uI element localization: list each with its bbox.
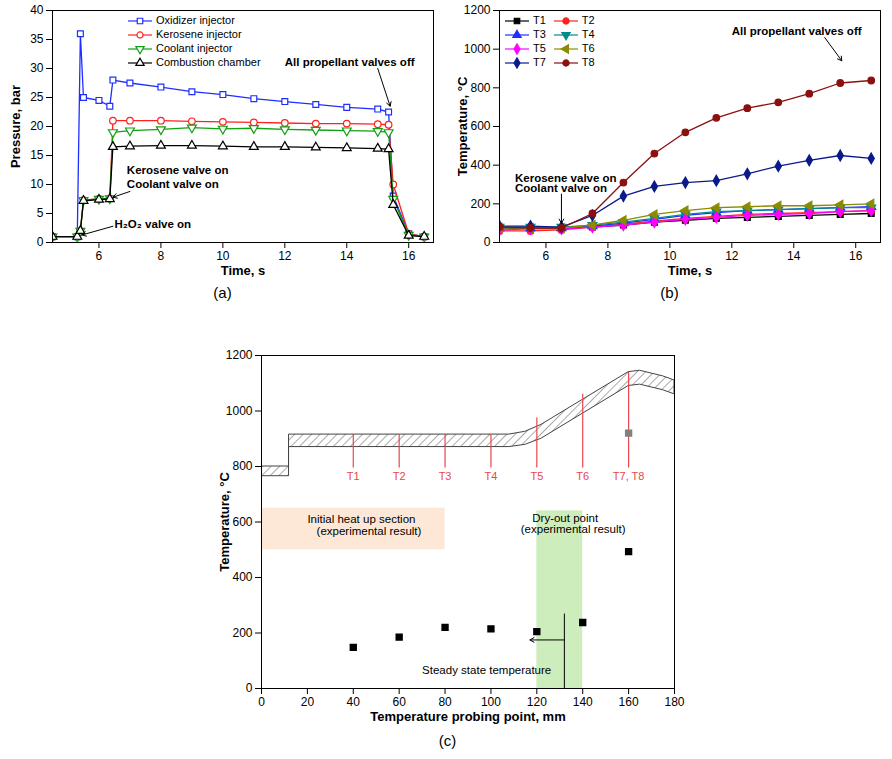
svg-text:35: 35: [30, 32, 44, 46]
html-text:T6: T6: [581, 42, 595, 54]
svg-text:T6: T6: [576, 470, 589, 482]
html-text:(a): (a): [213, 284, 232, 301]
svg-text:Pressure, bar: Pressure, bar: [8, 85, 23, 168]
svg-text:Coolant valve on: Coolant valve on: [127, 178, 219, 190]
svg-text:1000: 1000: [464, 42, 491, 56]
svg-text:30: 30: [30, 61, 44, 75]
svg-text:8: 8: [158, 249, 165, 263]
svg-text:T2: T2: [393, 470, 406, 482]
svg-text:600: 600: [232, 515, 252, 529]
svg-text:Temperature, °C: Temperature, °C: [455, 76, 470, 176]
svg-text:Coolant valve on: Coolant valve on: [515, 182, 607, 194]
svg-text:T5: T5: [530, 470, 543, 482]
html-text:T1: T1: [533, 14, 546, 26]
svg-text:10: 10: [216, 249, 230, 263]
svg-text:60: 60: [392, 695, 406, 709]
svg-text:100: 100: [481, 695, 501, 709]
svg-text:(experimental result): (experimental result): [521, 523, 626, 535]
svg-text:16: 16: [402, 249, 416, 263]
svg-text:All propellant valves off: All propellant valves off: [285, 56, 415, 68]
svg-text:T4: T4: [485, 470, 498, 482]
svg-text:15: 15: [30, 148, 44, 162]
svg-text:(experimental result): (experimental result): [317, 525, 422, 537]
svg-text:160: 160: [619, 695, 639, 709]
svg-text:20: 20: [301, 695, 315, 709]
svg-text:14: 14: [787, 249, 801, 263]
svg-text:1000: 1000: [226, 404, 253, 418]
svg-text:Kerosene valve on: Kerosene valve on: [515, 172, 617, 185]
svg-text:1200: 1200: [226, 348, 253, 362]
svg-text:600: 600: [470, 119, 490, 133]
svg-text:1200: 1200: [464, 3, 491, 17]
svg-text:0: 0: [258, 695, 265, 709]
html-text:Kerosene injector: Kerosene injector: [156, 28, 242, 40]
svg-text:140: 140: [573, 695, 593, 709]
svg-text:200: 200: [232, 626, 252, 640]
html-text:Coolant injector: Coolant injector: [156, 42, 233, 54]
html-text:T8: T8: [581, 56, 595, 68]
html-text:T5: T5: [533, 42, 546, 54]
svg-text:10: 10: [30, 177, 44, 191]
svg-text:12: 12: [725, 249, 739, 263]
svg-text:Time, s: Time, s: [221, 263, 266, 278]
svg-text:All propellant valves off: All propellant valves off: [732, 25, 862, 37]
svg-text:10: 10: [663, 249, 677, 263]
svg-text:0: 0: [484, 235, 491, 249]
svg-text:0: 0: [37, 235, 44, 249]
svg-text:180: 180: [664, 695, 684, 709]
svg-text:6: 6: [543, 249, 550, 263]
html-text:T4: T4: [581, 28, 595, 40]
html-text:Combustion chamber: Combustion chamber: [156, 56, 261, 68]
svg-text:H₂O₂ valve on: H₂O₂ valve on: [114, 218, 191, 230]
svg-text:T7, T8: T7, T8: [613, 470, 645, 482]
html-text:Oxidizer injector: Oxidizer injector: [156, 14, 235, 26]
svg-text:6: 6: [96, 249, 103, 263]
html-text:T7: T7: [533, 56, 546, 68]
svg-text:25: 25: [30, 90, 44, 104]
svg-text:5: 5: [37, 206, 44, 220]
svg-text:80: 80: [438, 695, 452, 709]
svg-text:400: 400: [232, 570, 252, 584]
svg-text:200: 200: [470, 197, 490, 211]
svg-text:40: 40: [30, 3, 44, 17]
svg-text:14: 14: [340, 249, 354, 263]
svg-text:800: 800: [470, 81, 490, 95]
svg-text:12: 12: [278, 249, 292, 263]
svg-text:120: 120: [527, 695, 547, 709]
svg-text:Temperature probing point, mm: Temperature probing point, mm: [370, 709, 566, 724]
html-text:(c): (c): [438, 732, 457, 749]
html-text:(b): (b): [660, 284, 679, 301]
svg-text:Dry-out point: Dry-out point: [532, 512, 599, 524]
svg-text:Kerosene valve on: Kerosene valve on: [127, 164, 229, 176]
svg-text:Initial heat up section: Initial heat up section: [307, 513, 415, 525]
svg-text:0: 0: [246, 681, 253, 695]
svg-text:20: 20: [30, 119, 44, 133]
svg-text:T1: T1: [347, 470, 360, 482]
html-text:T3: T3: [533, 28, 546, 40]
svg-text:T3: T3: [439, 470, 452, 482]
svg-text:8: 8: [605, 249, 612, 263]
svg-text:800: 800: [232, 459, 252, 473]
svg-text:Time, s: Time, s: [668, 263, 713, 278]
svg-text:400: 400: [470, 158, 490, 172]
svg-text:Steady state temperature: Steady state temperature: [422, 664, 551, 676]
html-text:T2: T2: [581, 14, 595, 26]
svg-text:40: 40: [347, 695, 361, 709]
svg-text:16: 16: [849, 249, 863, 263]
svg-text:Temperature, °C: Temperature, °C: [217, 472, 232, 572]
